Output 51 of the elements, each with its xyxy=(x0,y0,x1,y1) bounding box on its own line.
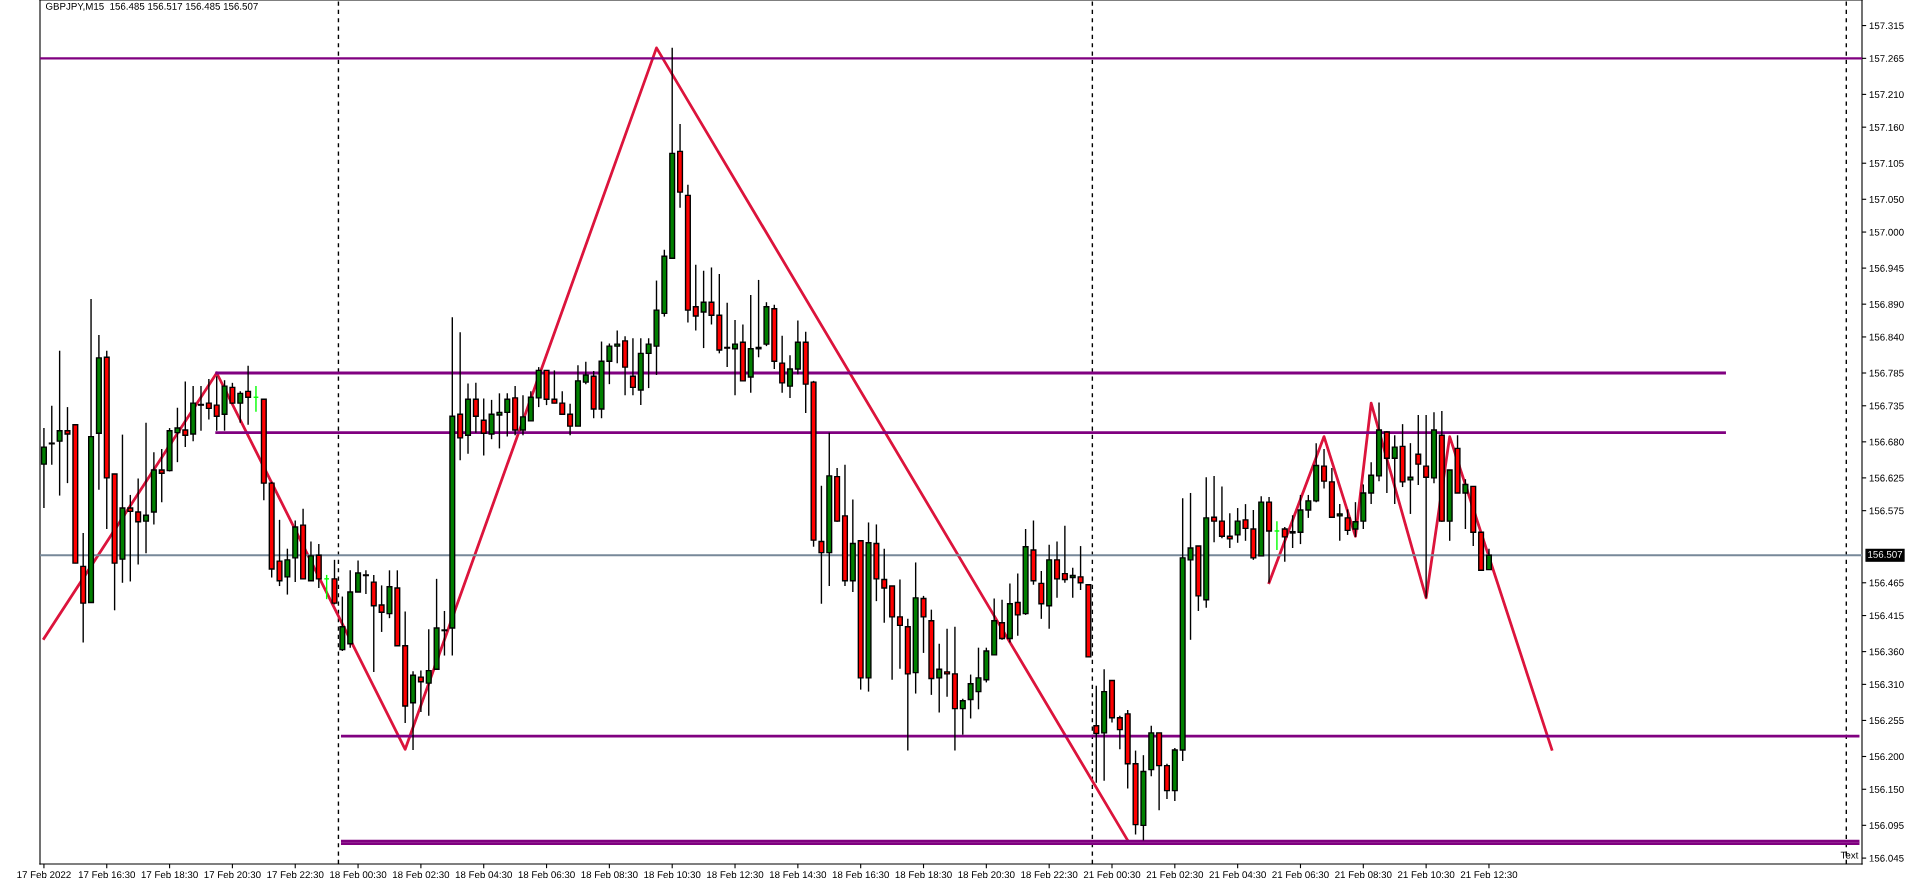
x-tick-label: 17 Feb 20:30 xyxy=(204,870,261,879)
x-tick-label: 17 Feb 2022 xyxy=(17,870,71,879)
y-tick-label: 157.160 xyxy=(1869,123,1904,131)
y-tick-label: 156.785 xyxy=(1869,369,1904,377)
y-tick-label: 156.575 xyxy=(1869,507,1904,515)
y-tick-label: 156.150 xyxy=(1869,786,1904,793)
x-tick-label: 18 Feb 20:30 xyxy=(958,870,1015,879)
x-tick-label: 21 Feb 04:30 xyxy=(1209,870,1266,879)
y-tick-label: 156.945 xyxy=(1869,264,1904,272)
y-tick-label: 156.625 xyxy=(1869,474,1904,482)
x-tick-label: 18 Feb 04:30 xyxy=(455,870,512,879)
y-tick-label: 156.415 xyxy=(1869,612,1904,620)
y-tick-label: 156.680 xyxy=(1869,438,1904,446)
x-tick-label: 21 Feb 12:30 xyxy=(1460,870,1518,879)
x-tick-label: 17 Feb 16:30 xyxy=(78,870,136,879)
y-tick-label: 157.265 xyxy=(1869,55,1904,62)
x-tick-label: 18 Feb 08:30 xyxy=(581,870,638,879)
x-tick-label: 18 Feb 22:30 xyxy=(1021,870,1078,879)
x-tick-label: 18 Feb 10:30 xyxy=(644,870,701,879)
x-tick-label: 18 Feb 06:30 xyxy=(518,870,575,879)
y-tick-label: 157.050 xyxy=(1869,196,1904,203)
y-tick-label: 156.095 xyxy=(1869,822,1904,829)
x-tick-label: 21 Feb 10:30 xyxy=(1397,870,1455,879)
y-tick-label: 156.360 xyxy=(1869,648,1904,656)
x-tick-label: 18 Feb 14:30 xyxy=(769,870,827,879)
y-tick-label: 156.735 xyxy=(1869,402,1904,410)
x-tick-label: 21 Feb 08:30 xyxy=(1335,870,1392,879)
y-tick-label: 156.310 xyxy=(1869,681,1904,688)
x-tick-label: 17 Feb 18:30 xyxy=(141,870,198,879)
y-tick-label: 157.315 xyxy=(1869,22,1904,30)
x-tick-label: 17 Feb 22:30 xyxy=(267,870,324,879)
x-tick-label: 18 Feb 12:30 xyxy=(707,870,764,879)
y-tick-label: 157.000 xyxy=(1869,228,1904,236)
chart-title: GBPJPY,M15 156.485 156.517 156.485 156.507 xyxy=(45,2,258,11)
y-tick-label: 156.840 xyxy=(1869,333,1904,341)
annotation: Text xyxy=(1840,851,1859,859)
x-tick-label: 21 Feb 00:30 xyxy=(1083,870,1141,879)
y-tick-label: 156.255 xyxy=(1869,717,1904,725)
x-tick-label: 18 Feb 16:30 xyxy=(832,870,889,879)
y-tick-label: 156.200 xyxy=(1869,753,1904,761)
ref-line-label: 156.507 xyxy=(1868,550,1903,558)
x-tick-label: 18 Feb 18:30 xyxy=(895,870,952,879)
y-tick-label: 156.890 xyxy=(1869,300,1904,308)
x-tick-label: 18 Feb 02:30 xyxy=(392,870,450,879)
x-tick-label: 21 Feb 02:30 xyxy=(1146,870,1204,879)
y-tick-label: 157.210 xyxy=(1869,91,1904,99)
x-tick-label: 18 Feb 00:30 xyxy=(330,870,387,879)
y-tick-label: 156.045 xyxy=(1869,854,1904,862)
y-tick-label: 157.105 xyxy=(1869,159,1904,167)
x-tick-label: 21 Feb 06:30 xyxy=(1272,870,1329,879)
y-tick-label: 156.465 xyxy=(1869,579,1904,587)
